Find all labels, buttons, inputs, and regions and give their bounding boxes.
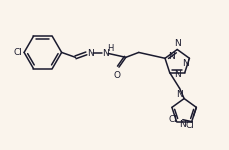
Text: N: N	[169, 52, 175, 61]
Text: Cl: Cl	[169, 115, 178, 124]
Text: O: O	[114, 71, 120, 80]
Text: N: N	[174, 39, 181, 48]
Text: N: N	[179, 120, 186, 129]
Text: H: H	[108, 44, 114, 53]
Text: N: N	[102, 49, 109, 58]
Text: N: N	[182, 59, 189, 68]
Text: N: N	[87, 49, 94, 58]
Text: Cl: Cl	[186, 121, 195, 130]
Text: N: N	[174, 70, 181, 79]
Text: N: N	[176, 90, 183, 99]
Text: Cl: Cl	[13, 48, 22, 57]
